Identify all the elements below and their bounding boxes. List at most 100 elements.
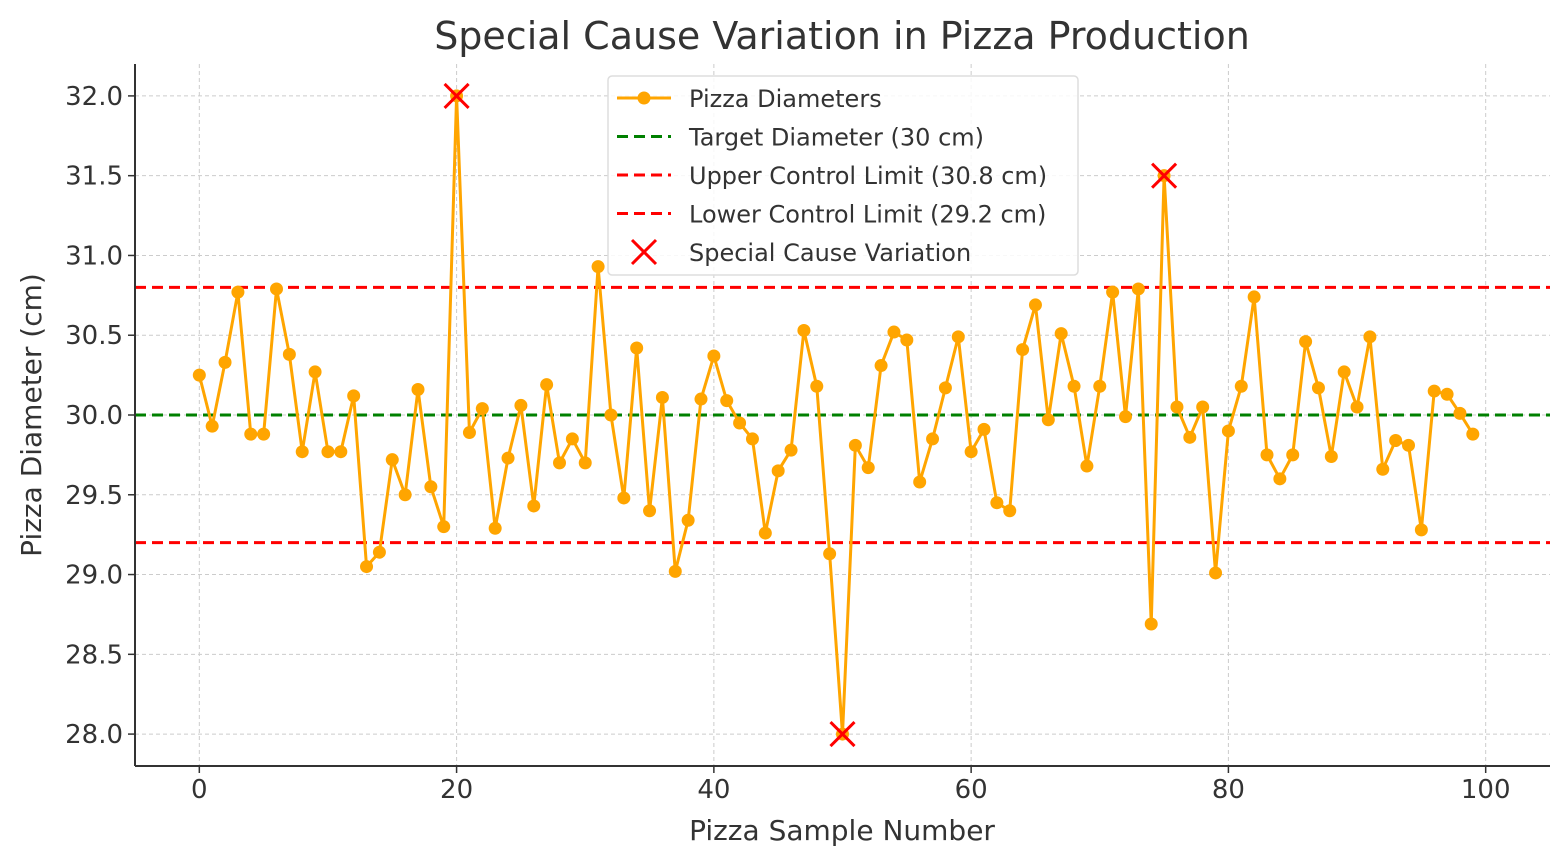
y-tick-label: 28.5 (65, 640, 123, 670)
diameter-point (707, 349, 721, 363)
x-tick-label: 80 (1212, 775, 1245, 805)
diameter-point (488, 521, 502, 535)
diameter-point (758, 526, 772, 540)
diameter-point (218, 355, 232, 369)
diameter-point (630, 341, 644, 355)
diameter-point (848, 438, 862, 452)
special-cause-marker (443, 82, 470, 109)
diameter-point (1440, 387, 1454, 401)
diameter-point (1221, 424, 1235, 438)
x-tick-label: 0 (191, 775, 208, 805)
diameter-point (244, 427, 258, 441)
diameter-point (668, 564, 682, 578)
legend-box (607, 75, 1079, 276)
diameter-point (745, 432, 759, 446)
x-tick-label: 40 (697, 775, 730, 805)
diameter-point (784, 443, 798, 457)
diameter-point (372, 545, 386, 559)
diameter-point (347, 389, 361, 403)
diameter-point (514, 398, 528, 412)
y-tick-label: 29.5 (65, 481, 123, 511)
diameter-point (874, 359, 888, 373)
diameter-point (1299, 335, 1313, 349)
y-tick-label: 31.0 (65, 241, 123, 271)
diameter-point (823, 547, 837, 561)
diameter-point (1273, 472, 1287, 486)
y-tick-label: 32.0 (65, 82, 123, 112)
diameter-point (1028, 298, 1042, 312)
diameter-point (938, 381, 952, 395)
diameter-point (1453, 406, 1467, 420)
diameter-point (964, 445, 978, 459)
y-tick-label: 28.0 (65, 720, 123, 750)
diameter-point (1054, 327, 1068, 341)
diameter-point (1080, 459, 1094, 473)
chart-title: Special Cause Variation in Pizza Product… (434, 14, 1250, 58)
legend-item: Lower Control Limit (29.2 cm) (617, 201, 1046, 229)
diameter-point (334, 445, 348, 459)
diameter-point (437, 520, 451, 534)
diameter-point (475, 402, 489, 416)
legend-label: Special Cause Variation (689, 239, 971, 267)
x-axis-label: Pizza Sample Number (689, 814, 995, 847)
diameter-point (1067, 379, 1081, 393)
diameter-point (643, 504, 657, 518)
diameter-point (308, 365, 322, 379)
diameter-point (1247, 290, 1261, 304)
diameter-point (733, 416, 747, 430)
special-cause-marker (1151, 162, 1178, 189)
diameter-point (977, 422, 991, 436)
diameter-point (694, 392, 708, 406)
diameter-point (1363, 330, 1377, 344)
legend-label: Target Diameter (30 cm) (688, 124, 984, 152)
diameter-point (527, 499, 541, 513)
legend-item: Upper Control Limit (30.8 cm) (617, 162, 1047, 190)
diameter-point (926, 432, 940, 446)
diameter-point (1389, 434, 1403, 448)
diameter-point (900, 333, 914, 347)
diameter-point (810, 379, 824, 393)
legend-label: Lower Control Limit (29.2 cm) (689, 201, 1046, 229)
diameter-point (1003, 504, 1017, 518)
diameter-point (1183, 430, 1197, 444)
y-tick-label: 30.0 (65, 401, 123, 431)
diameter-point (231, 285, 245, 299)
diameter-point (321, 445, 335, 459)
diameter-point (655, 390, 669, 404)
legend-item: Pizza Diameters (617, 85, 882, 113)
y-axis-label: Pizza Diameter (cm) (15, 273, 48, 557)
legend: Pizza Diameters Target Diameter (30 cm) Up… (607, 75, 1079, 276)
diameter-point (501, 451, 515, 465)
legend-item: Special Cause Variation (630, 238, 971, 267)
diameter-point (617, 491, 631, 505)
diameter-point (1402, 438, 1415, 452)
diameter-point (578, 456, 592, 470)
diameter-point (565, 432, 579, 446)
diameter-point (398, 488, 412, 502)
y-tick-label: 29.0 (65, 561, 123, 591)
x-mark-stroke (829, 721, 856, 748)
data-series (192, 82, 1480, 748)
diameter-point (797, 323, 811, 337)
diameter-point (990, 496, 1004, 510)
diameter-point (385, 453, 399, 467)
diameter-point (1466, 427, 1480, 441)
diameter-point (1106, 285, 1120, 299)
x-mark-stroke (1151, 162, 1178, 189)
diameter-point (771, 464, 785, 478)
diameter-point (295, 445, 309, 459)
diameter-point (604, 408, 618, 422)
diameter-point (1119, 410, 1132, 424)
x-tick-label: 60 (955, 775, 988, 805)
diameter-point (1311, 381, 1325, 395)
diameter-point (360, 560, 374, 574)
diameter-point (1260, 448, 1274, 462)
y-tick-label: 30.5 (65, 321, 123, 351)
diameter-point (192, 368, 206, 382)
special-cause-marker (829, 721, 856, 748)
legend-marker-swatch (637, 91, 651, 105)
diameter-point (1041, 413, 1055, 427)
diameter-point (1350, 400, 1364, 414)
legend-label: Pizza Diameters (689, 85, 882, 113)
y-tick-label: 31.5 (65, 162, 123, 192)
